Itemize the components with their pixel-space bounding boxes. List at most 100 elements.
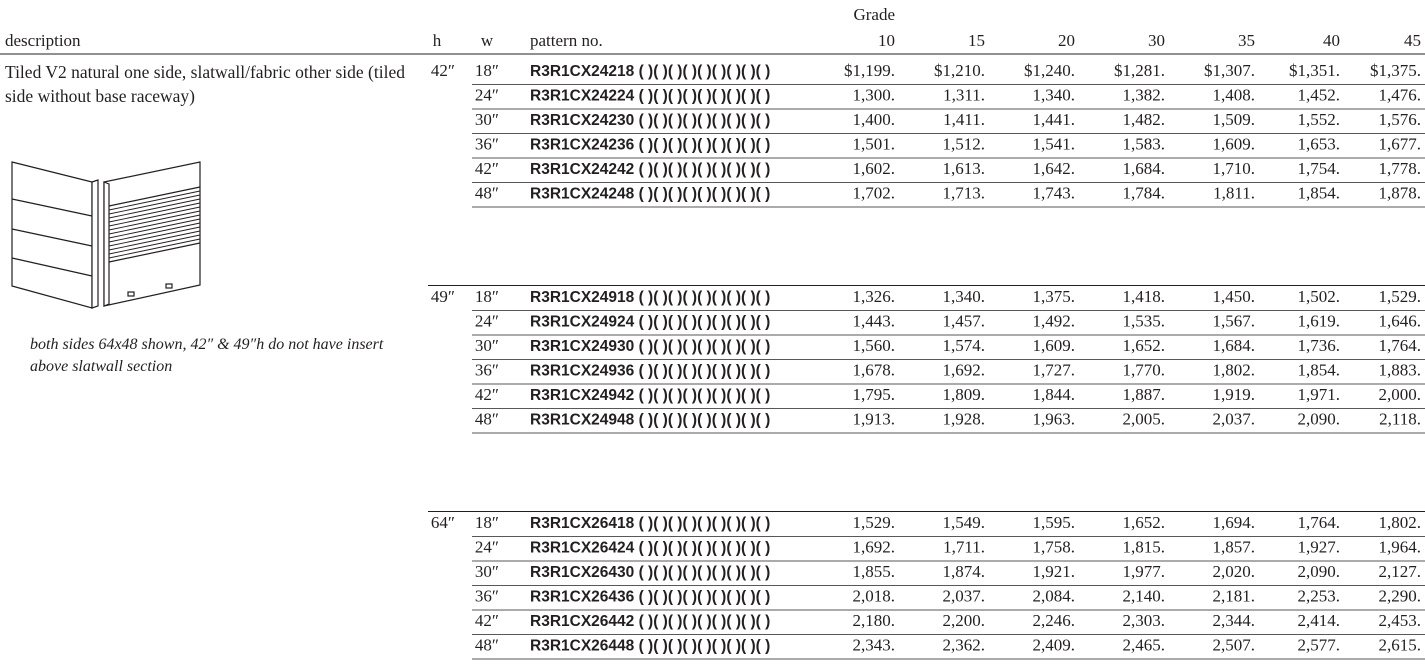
price: 1,928. xyxy=(943,409,986,428)
price: 1,684. xyxy=(1213,336,1256,355)
width: 42″ xyxy=(475,611,499,630)
width: 24″ xyxy=(475,311,499,330)
outlet xyxy=(127,291,135,297)
pattern-no: R3R1CX24242 ( )( )( )( )( )( )( )( )( ) xyxy=(530,161,770,178)
width: 36″ xyxy=(475,360,499,379)
price: 2,118. xyxy=(1379,409,1421,428)
pattern-no: R3R1CX24948 ( )( )( )( )( )( )( )( )( ) xyxy=(530,412,770,429)
price: 1,450. xyxy=(1213,287,1256,306)
price: 1,552. xyxy=(1298,110,1341,129)
price: $1,307. xyxy=(1204,61,1255,80)
price: 1,609. xyxy=(1033,336,1076,355)
price: 1,713. xyxy=(943,183,986,202)
price: 1,535. xyxy=(1123,311,1166,330)
price: 1,883. xyxy=(1379,360,1422,379)
price: 2,253. xyxy=(1298,586,1341,605)
price: 2,246. xyxy=(1033,611,1076,630)
price: 1,809. xyxy=(943,385,986,404)
header-grade: Grade xyxy=(853,5,895,24)
price: 1,501. xyxy=(853,134,896,153)
width: 18″ xyxy=(475,287,499,306)
price: 1,874. xyxy=(943,562,986,581)
price: 1,694. xyxy=(1213,513,1256,532)
price: 1,452. xyxy=(1298,85,1341,104)
tiled-panel-edge xyxy=(91,179,99,309)
pattern-no: R3R1CX24218 ( )( )( )( )( )( )( )( )( ) xyxy=(530,63,770,80)
outlet xyxy=(165,283,173,289)
price: 1,602. xyxy=(853,159,896,178)
price: 1,758. xyxy=(1033,537,1076,556)
price: 2,290. xyxy=(1379,586,1422,605)
price: 1,529. xyxy=(1379,287,1422,306)
price: 1,411. xyxy=(943,110,985,129)
tile-seam xyxy=(11,228,93,247)
header-h: h xyxy=(433,31,442,50)
description: Tiled V2 natural one side, slatwall/fabr… xyxy=(5,62,405,106)
price: 1,646. xyxy=(1379,311,1422,330)
price: 2,000. xyxy=(1379,385,1422,404)
price: 2,453. xyxy=(1379,611,1422,630)
price: 1,878. xyxy=(1379,183,1422,202)
pattern-no: R3R1CX24236 ( )( )( )( )( )( )( )( )( ) xyxy=(530,137,770,154)
pattern-no: R3R1CX24918 ( )( )( )( )( )( )( )( )( ) xyxy=(530,289,770,306)
width: 30″ xyxy=(475,562,499,581)
pattern-no: R3R1CX26442 ( )( )( )( )( )( )( )( )( ) xyxy=(530,613,770,630)
header-grade-value: 40 xyxy=(1323,31,1340,50)
width: 24″ xyxy=(475,85,499,104)
price: 1,743. xyxy=(1033,183,1076,202)
price: 1,854. xyxy=(1298,183,1341,202)
price: 1,736. xyxy=(1298,336,1341,355)
price: $1,281. xyxy=(1114,61,1165,80)
price: 1,963. xyxy=(1033,409,1076,428)
price: 1,576. xyxy=(1379,110,1422,129)
price: 2,303. xyxy=(1123,611,1166,630)
width: 18″ xyxy=(475,61,499,80)
price: 2,200. xyxy=(943,611,986,630)
pattern-no: R3R1CX26418 ( )( )( )( )( )( )( )( )( ) xyxy=(530,515,770,532)
price: 1,441. xyxy=(1033,110,1076,129)
price: 2,180. xyxy=(853,611,896,630)
price: 1,811. xyxy=(1213,183,1255,202)
pattern-no: R3R1CX26430 ( )( )( )( )( )( )( )( )( ) xyxy=(530,564,770,581)
description-note: both sides 64x48 shown, 42″ & 49″h do no… xyxy=(30,336,384,375)
price: 1,340. xyxy=(1033,85,1076,104)
price: 1,549. xyxy=(943,513,986,532)
height: 42″ xyxy=(431,61,455,80)
price: 1,977. xyxy=(1123,562,1166,581)
price: 1,492. xyxy=(1033,311,1076,330)
pattern-no: R3R1CX24936 ( )( )( )( )( )( )( )( )( ) xyxy=(530,363,770,380)
price: 1,727. xyxy=(1033,360,1076,379)
price: 1,855. xyxy=(853,562,896,581)
price: 1,754. xyxy=(1298,159,1341,178)
price: 1,710. xyxy=(1213,159,1256,178)
price: 1,583. xyxy=(1123,134,1166,153)
price: 1,476. xyxy=(1379,85,1422,104)
height: 49″ xyxy=(431,287,455,306)
pattern-no: R3R1CX24248 ( )( )( )( )( )( )( )( )( ) xyxy=(530,186,770,203)
price: 2,343. xyxy=(853,635,896,654)
header-pattern: pattern no. xyxy=(530,31,603,50)
header-grade-value: 15 xyxy=(968,31,985,50)
price: $1,240. xyxy=(1024,61,1075,80)
pattern-no: R3R1CX24230 ( )( )( )( )( )( )( )( )( ) xyxy=(530,112,770,129)
price: 1,971. xyxy=(1298,385,1341,404)
price: 1,795. xyxy=(853,385,896,404)
tile-seam xyxy=(11,198,93,217)
price: 1,887. xyxy=(1123,385,1166,404)
price: 2,037. xyxy=(1213,409,1256,428)
illustration xyxy=(11,161,201,309)
width: 36″ xyxy=(475,134,499,153)
price: 1,764. xyxy=(1298,513,1341,532)
price: 1,642. xyxy=(1033,159,1076,178)
price: 2,414. xyxy=(1298,611,1341,630)
pattern-no: R3R1CX26424 ( )( )( )( )( )( )( )( )( ) xyxy=(530,540,770,557)
price: 1,541. xyxy=(1033,134,1076,153)
price: 2,090. xyxy=(1298,562,1341,581)
price: $1,375. xyxy=(1370,61,1421,80)
price: 1,619. xyxy=(1298,311,1341,330)
slats xyxy=(108,190,201,259)
price: 1,764. xyxy=(1379,336,1422,355)
price: 2,465. xyxy=(1123,635,1166,654)
